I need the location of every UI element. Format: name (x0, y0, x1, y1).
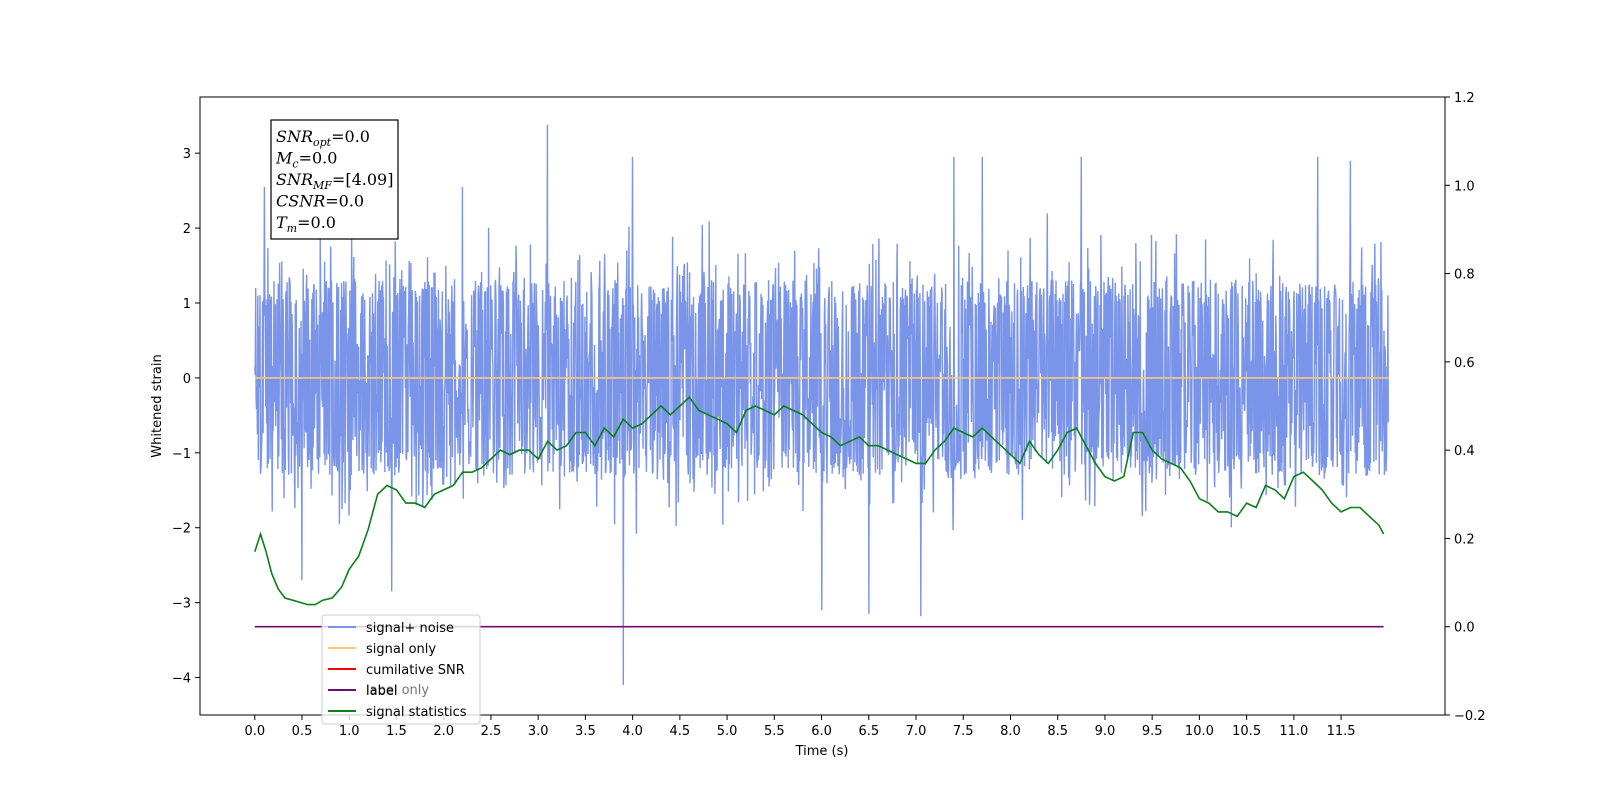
legend-label: cumilative SNR (366, 663, 465, 678)
series-line-signal-statistics (254, 395, 1385, 606)
legend-label: signal+ noise (366, 621, 454, 636)
annotation-line: Tm=0.0 (276, 213, 336, 235)
x-tick-label: 7.5 (953, 724, 974, 739)
series-line-signal-noise (254, 124, 1389, 686)
x-tick-label: 3.5 (575, 724, 596, 739)
annotation-subscript: MF (312, 179, 332, 192)
y-tick-label: 3 (183, 147, 191, 162)
x-tick-label: 4.0 (622, 724, 643, 739)
annotation-variable: CSNR (276, 192, 325, 211)
x-tick-label: 5.0 (717, 724, 738, 739)
x-tick-label: 11.5 (1327, 724, 1356, 739)
x-tick-label: 6.5 (858, 724, 879, 739)
x-tick-label: 11.0 (1279, 724, 1308, 739)
x-tick-label: 6.0 (811, 724, 832, 739)
legend-faded-text: label only (366, 683, 429, 698)
legend-label: signal only (366, 642, 436, 657)
y-tick-label: −1 (172, 447, 191, 462)
x-tick-label: 2.0 (433, 724, 454, 739)
annotation-variable: SNR (276, 127, 313, 146)
legend-frame (321, 614, 481, 725)
legend: label only signal+ noise signal only cumila… (321, 614, 481, 725)
annotation-variable: SNR (276, 170, 313, 189)
legend-label: label (366, 684, 397, 699)
y-tick-label: 0 (183, 372, 191, 387)
y-tick-label: −4 (172, 672, 191, 687)
y-tick-label: −2 (172, 522, 191, 537)
annotation-value: =0.0 (325, 192, 364, 211)
y2-tick-label: 0.4 (1454, 444, 1475, 459)
x-tick-label: 1.0 (339, 724, 360, 739)
y2-tick-label: −0.2 (1454, 709, 1486, 724)
annotation-box: SNRopt=0.0Mc=0.0SNRMF=[4.09]CSNR=0.0Tm=0… (270, 119, 399, 240)
y-tick-label: 1 (183, 297, 191, 312)
x-tick-label: 1.5 (386, 724, 407, 739)
x-tick-label: 9.5 (1142, 724, 1163, 739)
legend-label: signal statistics (366, 705, 467, 720)
annotation-value: =0.0 (299, 149, 338, 168)
annotation-value: =[4.09] (332, 170, 394, 189)
annotation-line: CSNR=0.0 (276, 192, 364, 211)
x-tick-label: 3.0 (528, 724, 549, 739)
x-tick-label: 4.5 (670, 724, 691, 739)
annotation-line: Mc=0.0 (275, 149, 337, 171)
annotation-line: SNRMF=[4.09] (276, 170, 393, 192)
axes-layer: 0.0 0.5 1.0 1.5 2.0 2.5 3.0 3.5 4.0 4.5 5.0 5.5 6.0 6… (172, 91, 1486, 739)
x-tick-label: 10.5 (1232, 724, 1261, 739)
x-tick-label: 8.5 (1047, 724, 1068, 739)
x-tick-label: 10.0 (1185, 724, 1214, 739)
x-tick-label: 5.5 (764, 724, 785, 739)
annotation-variable: T (276, 213, 288, 232)
y2-tick-label: 1.0 (1454, 179, 1475, 194)
annotation-value: =0.0 (331, 127, 370, 146)
y-axis-label: Whitened strain (150, 354, 165, 457)
annotation-frame (270, 119, 399, 240)
y2-tick-label: 1.2 (1454, 91, 1475, 106)
annotation-variable: M (275, 149, 293, 168)
y-tick-label: −3 (172, 597, 191, 612)
x-tick-label: 8.0 (1000, 724, 1021, 739)
x-axis-label: Time (s) (795, 744, 849, 759)
annotation-subscript: opt (313, 136, 332, 149)
annotation-subscript: m (287, 222, 297, 235)
y-tick-label: 2 (183, 222, 191, 237)
plot-frame (199, 96, 1446, 716)
x-tick-label: 2.5 (481, 724, 502, 739)
x-tick-label: 0.0 (244, 724, 265, 739)
y2-tick-label: 0.2 (1454, 532, 1475, 547)
x-tick-label: 9.0 (1095, 724, 1116, 739)
annotation-subscript: c (292, 158, 298, 171)
y2-tick-label: 0.8 (1454, 268, 1475, 283)
y2-tick-label: 0.6 (1454, 356, 1475, 371)
annotation-value: =0.0 (297, 213, 336, 232)
x-tick-label: 7.0 (906, 724, 927, 739)
x-tick-label: 0.5 (292, 724, 313, 739)
y2-tick-label: 0.0 (1454, 621, 1475, 636)
annotation-line: SNRopt=0.0 (276, 127, 370, 149)
